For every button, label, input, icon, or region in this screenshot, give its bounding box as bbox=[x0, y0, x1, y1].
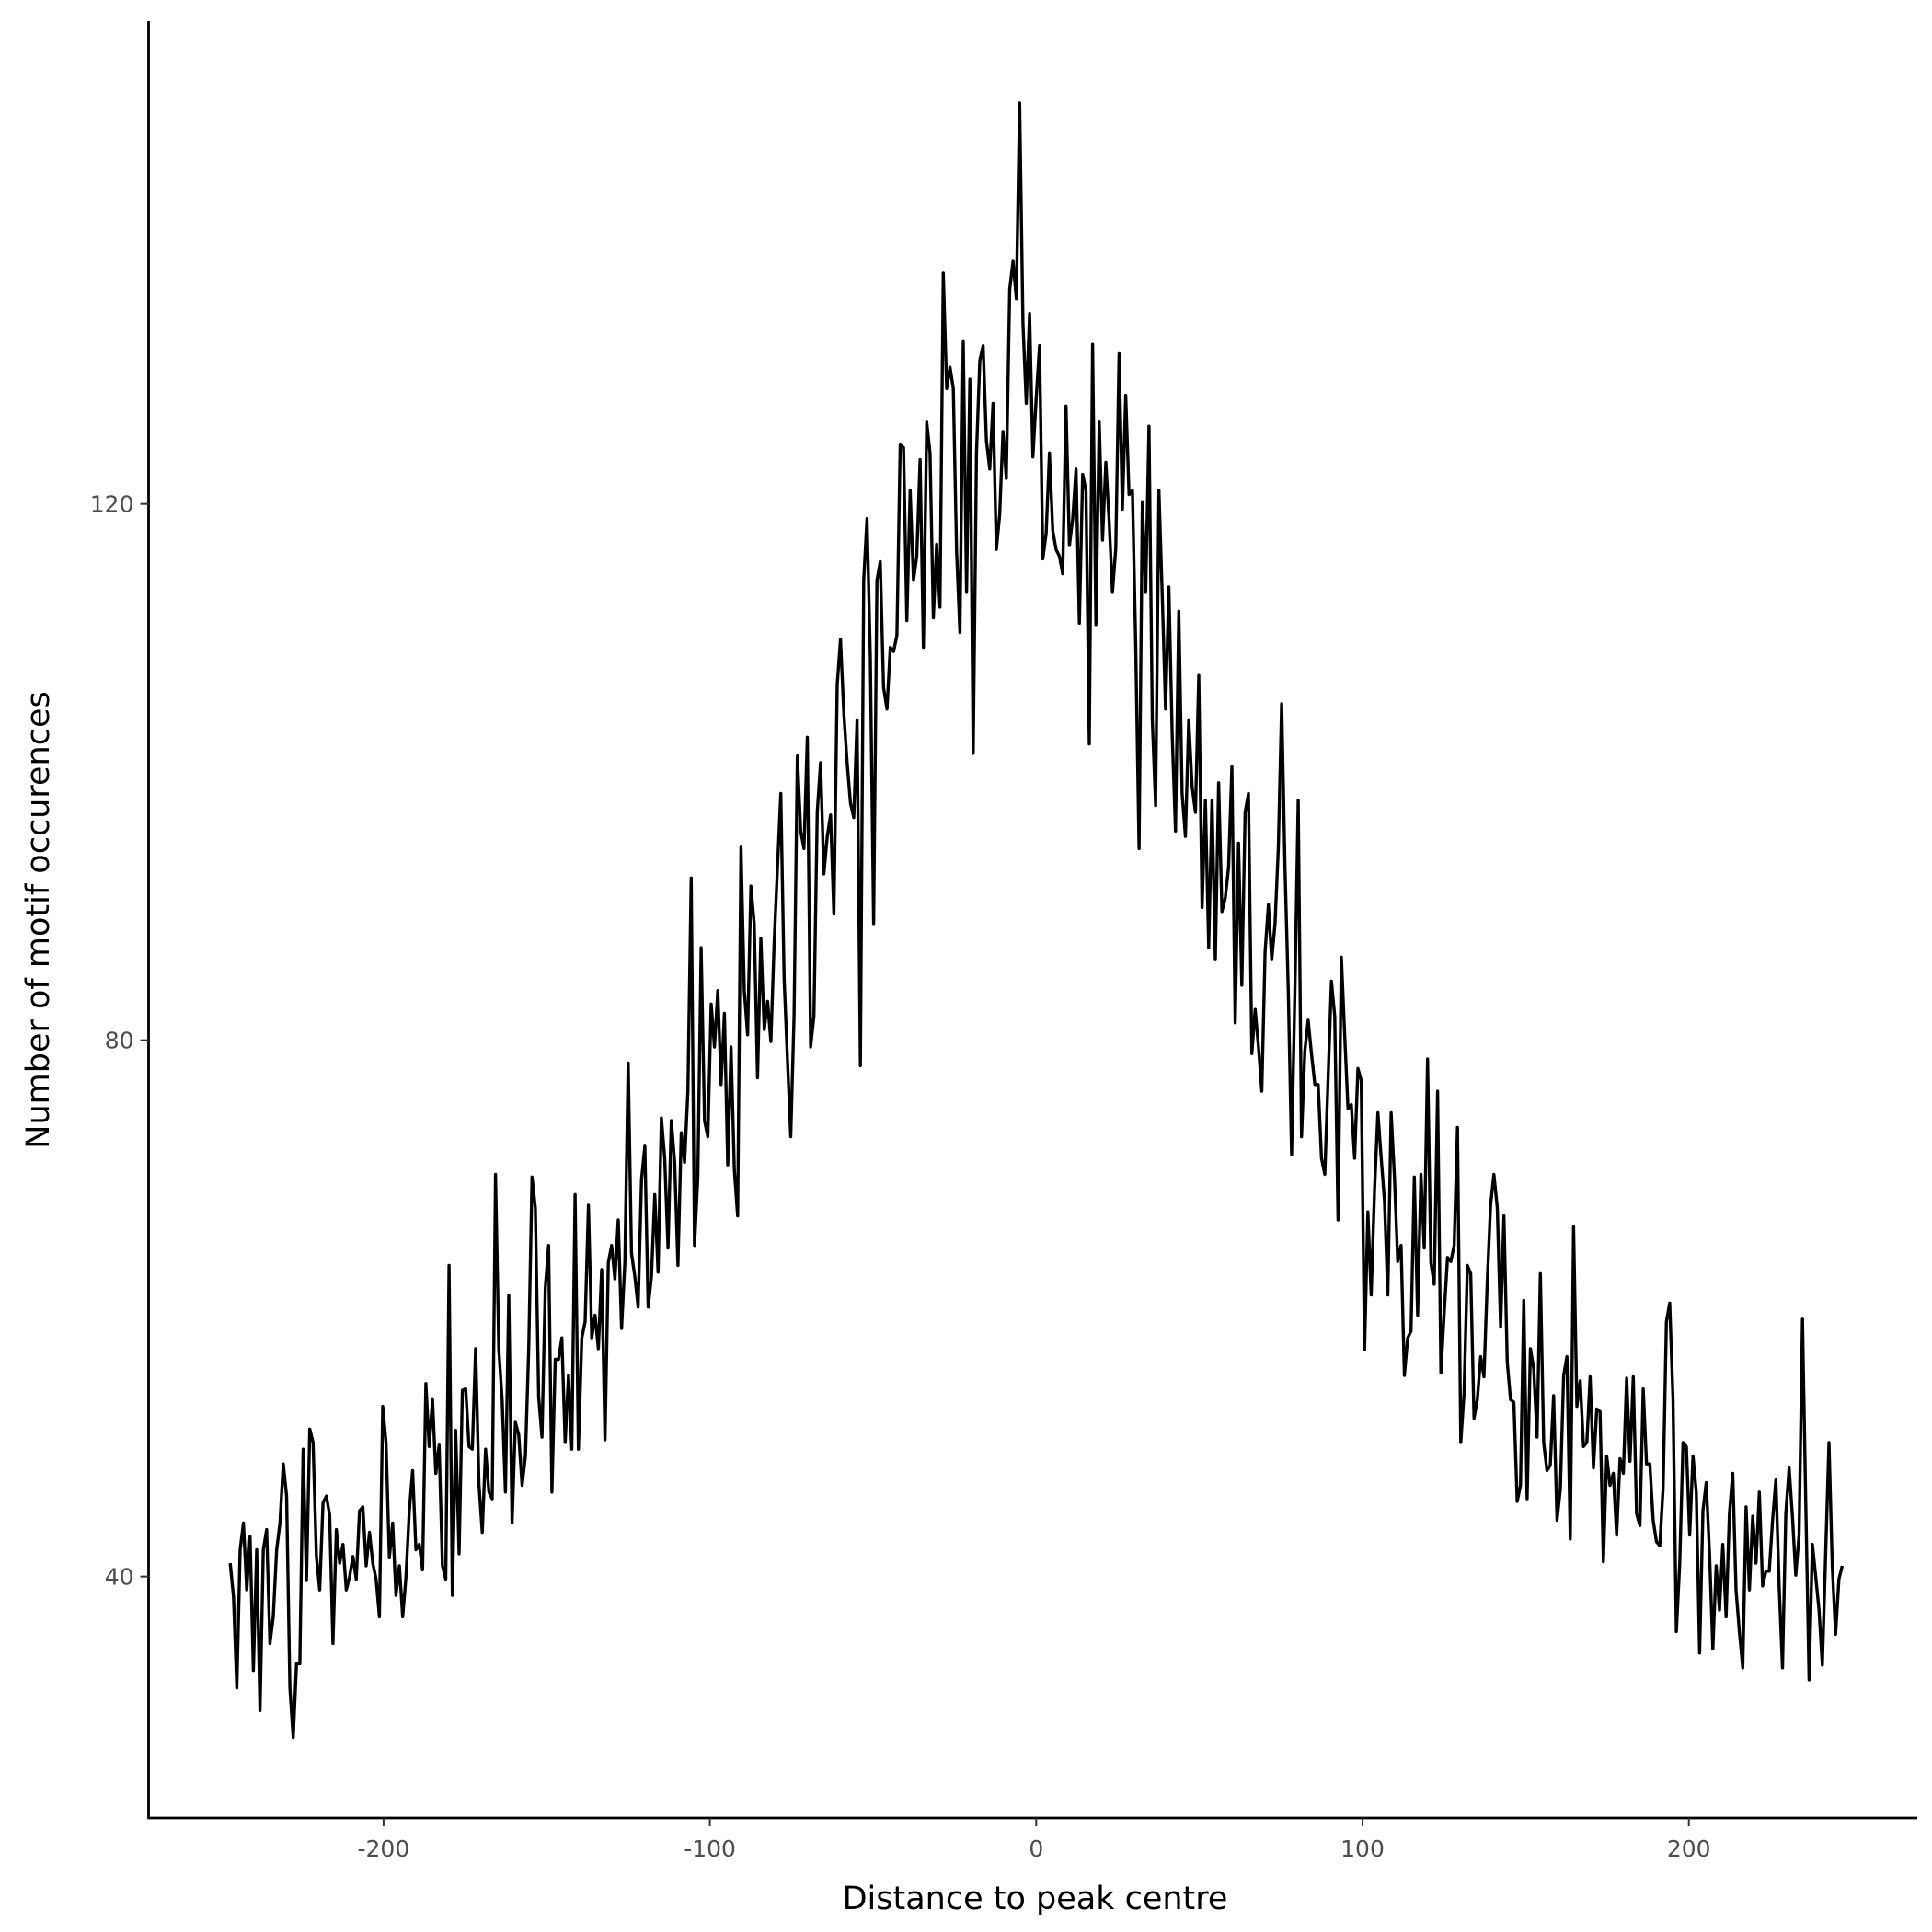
x-tick-label: 100 bbox=[1340, 1835, 1385, 1862]
y-axis-title: Number of motif occurences bbox=[20, 691, 57, 1148]
x-tick-label: -100 bbox=[684, 1835, 736, 1862]
axes bbox=[147, 21, 1917, 1820]
y-tick-label: 80 bbox=[105, 1028, 134, 1054]
y-tick-label: 40 bbox=[105, 1564, 134, 1591]
x-tick-label: 0 bbox=[1029, 1835, 1043, 1862]
x-axis-title: Distance to peak centre bbox=[843, 1880, 1228, 1917]
ticks: -200 -100 0 100 200 40 80 120 bbox=[90, 491, 1711, 1862]
x-tick-label: 200 bbox=[1667, 1835, 1711, 1862]
y-tick-label: 120 bbox=[90, 491, 134, 518]
series-line bbox=[228, 101, 1845, 1740]
x-tick-label: -200 bbox=[358, 1835, 410, 1862]
